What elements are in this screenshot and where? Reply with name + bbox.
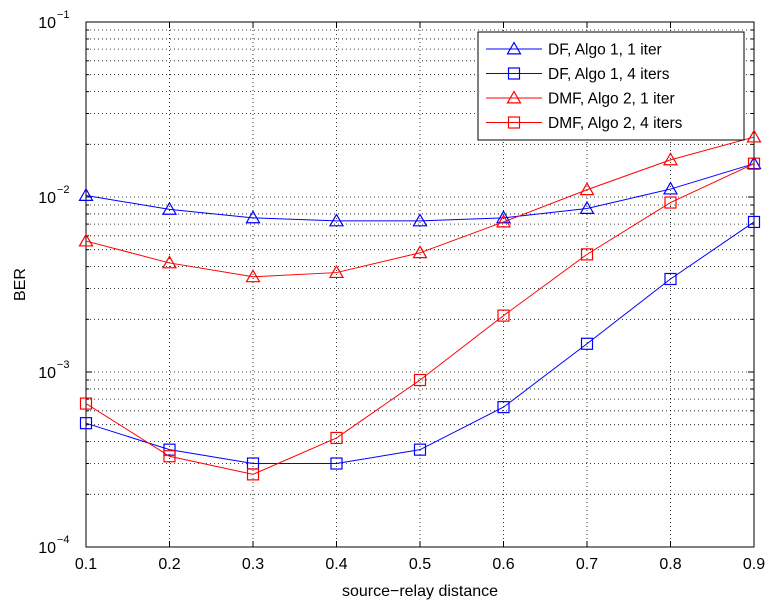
- series-line: [85, 163, 755, 475]
- series-layer: [78, 129, 762, 481]
- legend-triangle-marker: [506, 41, 522, 55]
- y-tick-label: 10: [38, 190, 56, 207]
- series-line: [85, 163, 755, 222]
- legend-square-marker: [507, 67, 521, 80]
- triangle-marker: [78, 233, 94, 247]
- square-marker: [79, 417, 93, 430]
- x-tick-label: 0.3: [242, 556, 264, 573]
- triangle-marker: [245, 269, 261, 283]
- square-marker: [246, 468, 260, 481]
- triangle-marker: [662, 181, 679, 195]
- y-tick-exponent: −2: [57, 184, 70, 196]
- legend-label: DF, Algo 1, 1 iter: [548, 42, 662, 59]
- triangle-marker: [579, 200, 595, 214]
- x-axis-label: source−relay distance: [342, 583, 498, 600]
- grid: [86, 22, 754, 547]
- y-tick-exponent: −4: [57, 534, 70, 546]
- y-tick-exponent: −3: [57, 359, 70, 371]
- x-tick-label: 0.9: [743, 556, 765, 573]
- x-tick-label: 0.2: [158, 556, 180, 573]
- triangle-marker: [746, 155, 762, 170]
- x-tick-label: 0.4: [325, 556, 347, 573]
- legend-item: DF, Algo 1, 4 iters: [486, 66, 670, 83]
- x-tick-label: 0.7: [576, 556, 598, 573]
- legend-label: DMF, Algo 2, 4 iters: [548, 115, 683, 132]
- square-marker: [664, 196, 677, 209]
- triangle-marker: [412, 213, 428, 227]
- y-tick-label: 10: [38, 365, 56, 382]
- legend-label: DF, Algo 1, 4 iters: [548, 66, 670, 83]
- axis-ticks: [85, 22, 755, 548]
- square-marker: [413, 373, 427, 387]
- y-tick-label: 10: [38, 540, 56, 557]
- square-marker: [747, 157, 761, 170]
- legend-label: DMF, Algo 2, 1 iter: [548, 91, 675, 108]
- x-tick-label: 0.5: [409, 556, 431, 573]
- triangle-marker: [328, 213, 345, 227]
- square-marker: [747, 215, 761, 229]
- x-tick-labels: 0.1 0.2 0.3 0.4 0.5 0.6 0.7 0.8 0.9: [75, 556, 765, 573]
- legend-triangle-marker: [506, 90, 522, 104]
- triangle-marker: [746, 129, 762, 143]
- legend-item: DMF, Algo 2, 1 iter: [486, 90, 675, 108]
- y-tick-exponent: −1: [57, 9, 70, 21]
- legend-item: DMF, Algo 2, 4 iters: [486, 115, 683, 132]
- x-tick-label: 0.8: [659, 556, 681, 573]
- series-3: [78, 129, 762, 283]
- square-marker: [330, 431, 343, 445]
- triangle-marker: [662, 152, 679, 166]
- square-marker: [330, 457, 343, 470]
- square-marker: [580, 337, 594, 350]
- y-tick-label: 10: [38, 15, 56, 32]
- triangle-marker: [161, 255, 178, 269]
- triangle-marker: [78, 187, 94, 201]
- triangle-marker: [245, 210, 261, 224]
- triangle-marker: [412, 245, 428, 259]
- square-marker: [497, 401, 510, 414]
- x-tick-label: 0.1: [75, 556, 97, 573]
- square-marker: [664, 272, 677, 286]
- series-line: [85, 136, 755, 278]
- square-marker: [413, 443, 427, 456]
- legend: DF, Algo 1, 1 iter DF, Algo 1, 4 iters DMF…: [477, 31, 745, 141]
- series-line: [85, 221, 755, 465]
- square-marker: [163, 450, 176, 463]
- series-2: [79, 215, 761, 470]
- y-axis-label: BER: [12, 268, 29, 301]
- legend-square-marker: [507, 116, 521, 129]
- triangle-marker: [328, 264, 345, 279]
- triangle-marker: [495, 214, 512, 228]
- square-marker: [580, 248, 594, 261]
- triangle-marker: [161, 201, 178, 215]
- square-marker: [79, 397, 93, 410]
- legend-item: DF, Algo 1, 1 iter: [486, 41, 662, 59]
- y-tick-labels: 10−110−210−310−4: [38, 9, 69, 557]
- triangle-marker: [579, 182, 595, 196]
- x-tick-label: 0.6: [492, 556, 514, 573]
- square-marker: [497, 309, 510, 322]
- square-marker: [163, 443, 176, 456]
- series-1: [78, 155, 762, 227]
- series-4: [79, 157, 761, 481]
- triangle-marker: [495, 210, 512, 224]
